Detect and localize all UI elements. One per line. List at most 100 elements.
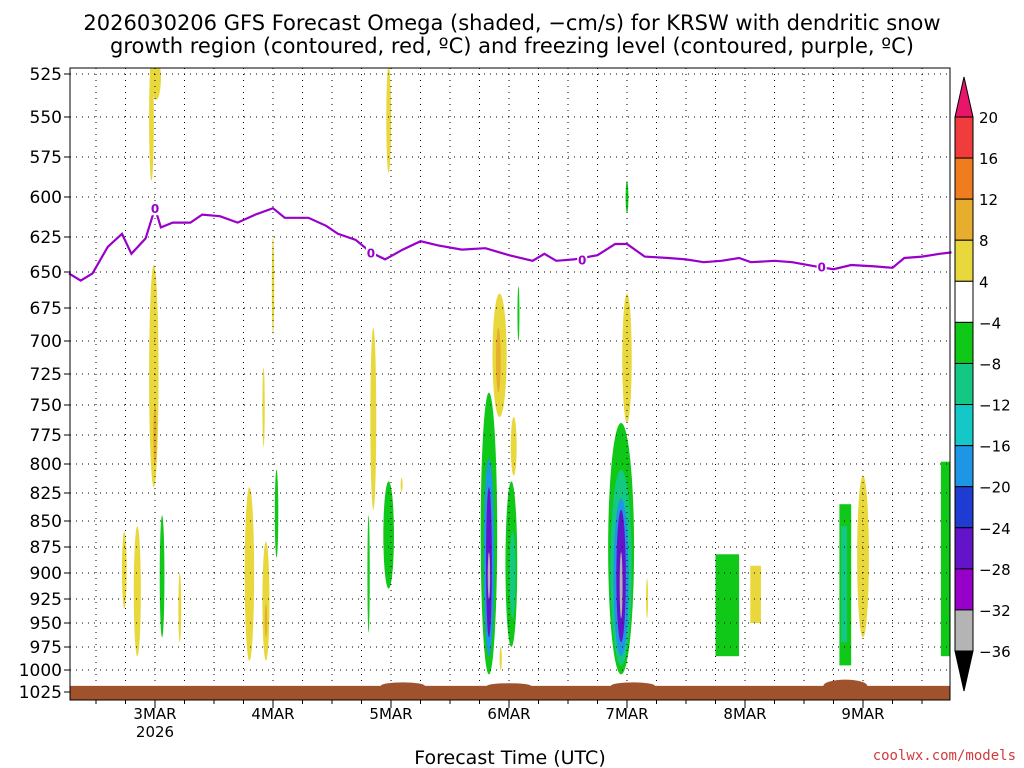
colorbar-label: −16 xyxy=(979,438,1011,456)
x-tick-label-7MAR: 7MAR xyxy=(605,705,648,723)
y-axis: 525 550 575 600 625 650 675 700 725 750 775 800 825 8… xyxy=(19,65,70,703)
omega-region-14 xyxy=(386,68,391,173)
omega-region-37 xyxy=(646,578,649,619)
colorbar-label: −4 xyxy=(979,314,1001,332)
colorbar-segment-5 xyxy=(954,321,974,364)
freezing-level-label: 0 xyxy=(367,246,375,260)
y-tick-label-925: 925 xyxy=(30,590,62,610)
freezing-label-bg-0 xyxy=(150,201,160,216)
y-tick-label-875: 875 xyxy=(30,538,62,558)
omega-region-27 xyxy=(509,531,516,619)
omega-region-39 xyxy=(750,565,761,623)
omega-region-4 xyxy=(121,531,127,609)
omega-region-28 xyxy=(517,286,520,342)
freezing-label-bg-1 xyxy=(365,245,376,260)
y-tick-label-800: 800 xyxy=(30,455,62,475)
y-tick-label-850: 850 xyxy=(30,512,62,532)
omega-region-29 xyxy=(499,647,502,670)
ground-bump-0 xyxy=(380,682,425,690)
colorbar-segment-11 xyxy=(954,568,974,611)
freezing-level-line xyxy=(68,204,952,282)
colorbar-label: −20 xyxy=(979,479,1011,497)
y-tick-label-625: 625 xyxy=(30,228,62,248)
y-tick-label-1025: 1025 xyxy=(19,683,62,703)
colorbar-label: −32 xyxy=(979,602,1011,620)
ground-bump-1 xyxy=(487,683,531,689)
colorbar-segment-0 xyxy=(954,116,974,159)
freezing-level-label: 0 xyxy=(818,260,826,274)
y-tick-label-775: 775 xyxy=(30,426,62,446)
colorbar-segment-2 xyxy=(954,198,974,241)
colorbar-segment-9 xyxy=(954,486,974,529)
plot-frame xyxy=(69,67,951,701)
y-tick-label-575: 575 xyxy=(30,148,62,168)
plot-area: 0 0 0 0 xyxy=(68,67,952,701)
colorbar-label: −36 xyxy=(979,643,1011,661)
y-tick-label-550: 550 xyxy=(30,108,62,128)
omega-region-1 xyxy=(151,68,161,100)
omega-region-12 xyxy=(271,237,275,335)
y-tick-label-825: 825 xyxy=(30,484,62,504)
ground-surface xyxy=(70,685,950,700)
freezing-level-label: 0 xyxy=(578,253,586,267)
omega-region-36 xyxy=(619,552,623,619)
chart-title-line-2: growth region (contoured, red, ºC) and f… xyxy=(110,34,914,58)
y-tick-label-900: 900 xyxy=(30,564,62,584)
omega-region-0 xyxy=(149,68,154,181)
chart-title-line-1: 2026030206 GFS Forecast Omega (shaded, −… xyxy=(83,11,940,35)
omega-region-8 xyxy=(244,487,255,661)
omega-region-7 xyxy=(178,573,182,643)
omega-region-5 xyxy=(133,526,141,657)
colorbar-segment-8 xyxy=(954,445,974,488)
omega-region-30 xyxy=(625,181,629,213)
omega-shading-layer xyxy=(121,68,950,675)
colorbar-label: 16 xyxy=(979,150,998,168)
y-tick-label-950: 950 xyxy=(30,614,62,634)
colorbar-segment-10 xyxy=(954,527,974,570)
omega-region-13 xyxy=(262,367,265,447)
colorbar-segment-12 xyxy=(954,609,974,652)
omega-region-43 xyxy=(940,461,950,657)
x-tick-label-8MAR: 8MAR xyxy=(723,705,766,723)
colorbar-label: 4 xyxy=(979,273,989,291)
freezing-level-layer: 0 0 0 0 xyxy=(68,201,952,282)
omega-region-9 xyxy=(262,541,270,661)
colorbar-label: −28 xyxy=(979,561,1011,579)
x-tick-label-6MAR: 6MAR xyxy=(487,705,530,723)
omega-region-10 xyxy=(264,603,268,638)
colorbar-label: −8 xyxy=(979,355,1001,373)
omega-region-25 xyxy=(487,552,491,599)
omega-region-42 xyxy=(857,475,869,638)
colorbar-segment-3 xyxy=(954,239,974,282)
y-tick-label-675: 675 xyxy=(30,299,62,319)
colorbar-segment-1 xyxy=(954,157,974,200)
colorbar-label: −12 xyxy=(979,397,1011,415)
colorbar-label: −24 xyxy=(979,520,1011,538)
y-tick-label-600: 600 xyxy=(30,188,62,208)
ground-bump-2 xyxy=(610,682,655,690)
omega-region-11 xyxy=(274,469,279,558)
omega-region-38 xyxy=(715,554,740,657)
colorbar-segment-4 xyxy=(954,280,974,323)
y-tick-label-750: 750 xyxy=(30,396,62,416)
colorbar-segment-6 xyxy=(954,362,974,406)
omega-region-41 xyxy=(841,526,848,643)
y-tick-label-650: 650 xyxy=(30,263,62,283)
colorbar-label: 8 xyxy=(979,232,989,250)
omega-region-18 xyxy=(400,477,403,492)
x-tick-label-4MAR: 4MAR xyxy=(251,705,294,723)
omega-region-15 xyxy=(370,327,377,510)
x-axis-title: Forecast Time (UTC) xyxy=(414,747,605,768)
colorbar-bottom-triangle xyxy=(954,650,974,692)
colorbar-segment-7 xyxy=(954,404,974,447)
x-tick-label-5MAR: 5MAR xyxy=(369,705,412,723)
y-tick-label-700: 700 xyxy=(30,332,62,352)
colorbar-label: 20 xyxy=(979,109,998,127)
credit-text: coolwx.com/models xyxy=(873,748,1016,764)
omega-region-17 xyxy=(383,481,394,589)
omega-region-31 xyxy=(622,293,632,423)
omega-region-16 xyxy=(367,515,370,633)
y-tick-label-975: 975 xyxy=(30,638,62,658)
x-tick-label-9MAR: 9MAR xyxy=(841,705,884,723)
